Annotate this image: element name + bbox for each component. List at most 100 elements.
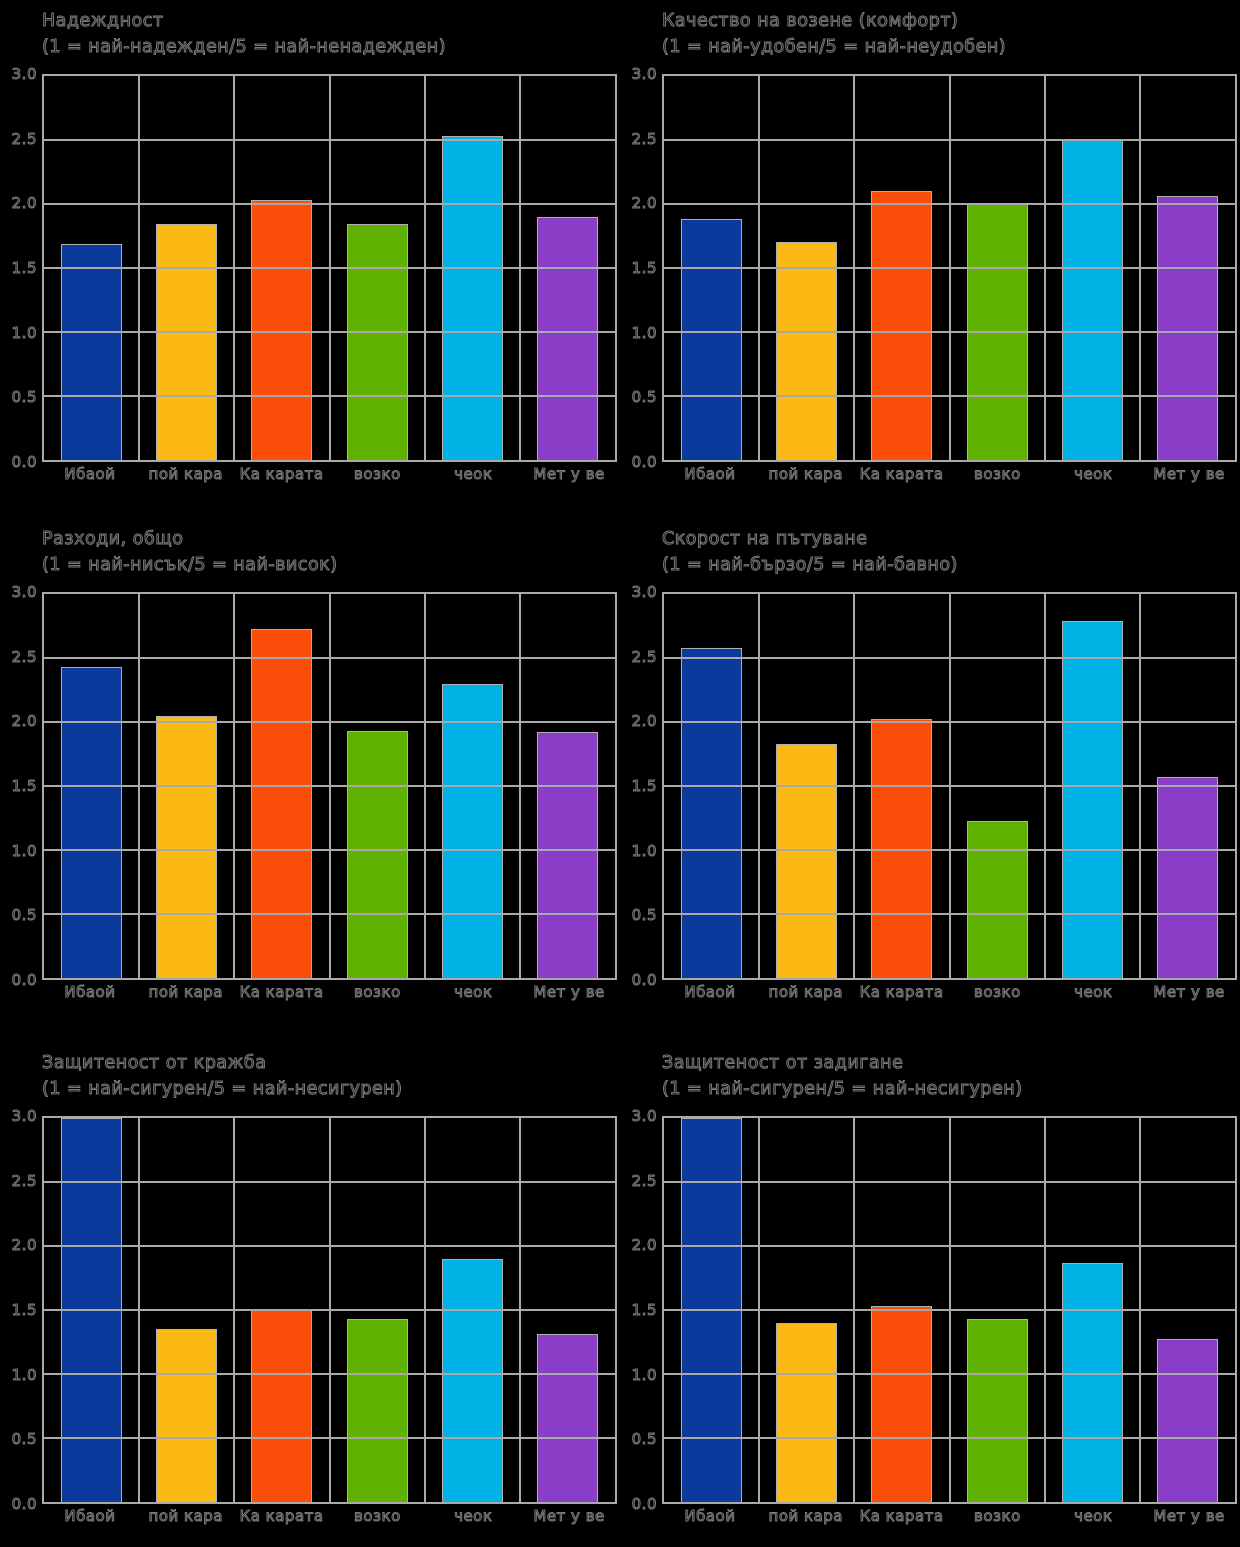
y-tick-label: 1.5 [631,777,657,796]
gridline-vertical [233,1118,236,1502]
x-tick-label: пой кара [768,1507,843,1526]
y-tick-label: 2.0 [11,194,37,213]
chart-title: Защитеност от кражба [42,1053,267,1074]
gridline-vertical [233,594,236,978]
bar-Ка карата [251,1310,313,1502]
x-tick-label: Ка карата [239,465,324,484]
y-tick-label: 0.5 [631,906,657,925]
bar-Мет у ве [536,216,598,460]
plot-row: 3.0 2.5 2.0 1.5 1.0 0.5 0.0 [620,65,1240,472]
x-axis-labels: Ибаой пой кара Ка карата возко чеок Мет у ве [42,980,617,1006]
plot-row: 3.0 2.5 2.0 1.5 1.0 0.5 0.0 [0,583,620,990]
gridline-vertical [853,594,856,978]
bar-пой кара [776,242,838,460]
x-tick-label: Ка карата [859,983,944,1002]
chart-header: Защитеност от задигане (1 = най-сигурен/… [662,1050,1240,1108]
x-tick-label: Ибаой [64,465,116,484]
y-tick-label: 1.0 [11,323,37,342]
y-tick-label: 0.0 [11,1495,37,1514]
x-axis-labels: Ибаой пой кара Ка карата возко чеок Мет у ве [662,1504,1237,1530]
x-tick-label: возко [974,465,1021,484]
x-tick-label: Мет у ве [533,465,605,484]
bar-чеок [441,136,503,460]
x-tick-label: Мет у ве [1153,1507,1225,1526]
y-tick-label: 1.0 [631,841,657,860]
x-tick-label: Мет у ве [1153,465,1225,484]
gridline-vertical [758,1118,761,1502]
plot-row: 3.0 2.5 2.0 1.5 1.0 0.5 0.0 [620,1107,1240,1514]
chart-title: Скорост на пътуване [662,529,868,550]
chart-subtitle: (1 = най-удобен/5 = най-неудобен) [662,37,1007,58]
y-tick-label: 2.0 [11,1236,37,1255]
chart-subtitle: (1 = най-нисък/5 = най-висок) [42,555,338,576]
chart-panel: Защитеност от задигане (1 = най-сигурен/… [620,1042,1240,1547]
gridline-vertical [1138,594,1141,978]
gridline-vertical [1043,76,1046,460]
x-tick-label: возко [974,983,1021,1002]
chart-title: Качество на возене (комфорт) [662,11,959,32]
gridline-vertical [758,594,761,978]
bar-возко [346,730,408,978]
x-tick-label: Ибаой [64,983,116,1002]
y-tick-label: 1.0 [631,323,657,342]
y-tick-label: 2.0 [11,712,37,731]
bar-возко [346,1318,408,1502]
x-tick-label: Ка карата [239,983,324,1002]
gridline-vertical [138,76,141,460]
y-tick-label: 1.0 [11,841,37,860]
x-tick-label: возко [354,465,401,484]
bar-Мет у ве [1156,777,1218,978]
gridline-vertical [423,1118,426,1502]
bar-возко [346,224,408,460]
x-axis-labels: Ибаой пой кара Ка карата возко чеок Мет у ве [662,462,1237,488]
bar-возко [966,1318,1028,1502]
gridline-vertical [1138,76,1141,460]
y-tick-label: 1.5 [11,1301,37,1320]
y-tick-label: 2.5 [11,647,37,666]
y-axis-ticks: 3.0 2.5 2.0 1.5 1.0 0.5 0.0 [620,583,662,990]
y-tick-label: 3.0 [631,1107,657,1126]
gridline-vertical [1138,1118,1141,1502]
x-axis-labels: Ибаой пой кара Ка карата возко чеок Мет у ве [42,462,617,488]
chart-subtitle: (1 = най-сигурен/5 = най-несигурен) [662,1079,1023,1100]
y-tick-label: 2.5 [631,129,657,148]
gridline-vertical [853,76,856,460]
x-tick-label: Мет у ве [533,983,605,1002]
y-tick-label: 2.5 [11,129,37,148]
plot-area [42,592,617,980]
x-tick-label: чеок [1074,1507,1113,1526]
bar-возко [966,820,1028,978]
gridline-vertical [518,76,521,460]
x-tick-label: пой кара [148,465,223,484]
x-tick-label: чеок [454,465,493,484]
plot-row: 3.0 2.5 2.0 1.5 1.0 0.5 0.0 [620,583,1240,990]
y-tick-label: 0.0 [11,971,37,990]
gridline-vertical [948,1118,951,1502]
y-tick-label: 2.0 [631,712,657,731]
x-axis-labels: Ибаой пой кара Ка карата возко чеок Мет у ве [42,1504,617,1530]
gridline-vertical [423,594,426,978]
bar-пой кара [776,1322,838,1502]
y-axis-ticks: 3.0 2.5 2.0 1.5 1.0 0.5 0.0 [0,583,42,990]
x-tick-label: пой кара [148,1507,223,1526]
chart-title: Разходи, общо [42,529,184,550]
gridline-vertical [518,594,521,978]
x-axis-labels: Ибаой пой кара Ка карата возко чеок Мет у ве [662,980,1237,1006]
x-tick-label: Ибаой [684,465,736,484]
y-tick-label: 0.0 [631,971,657,990]
bar-Ка карата [251,628,313,978]
chart-panel: Скорост на пътуване (1 = най-бързо/5 = н… [620,518,1240,1042]
y-tick-label: 1.0 [631,1365,657,1384]
bar-Ибаой [61,243,123,460]
y-axis-ticks: 3.0 2.5 2.0 1.5 1.0 0.5 0.0 [0,65,42,472]
chart-panel: Разходи, общо (1 = най-нисък/5 = най-вис… [0,518,620,1042]
bar-пой кара [156,715,218,978]
x-tick-label: пой кара [768,983,843,1002]
x-tick-label: Ка карата [239,1507,324,1526]
y-axis-ticks: 3.0 2.5 2.0 1.5 1.0 0.5 0.0 [620,1107,662,1514]
gridline-vertical [1043,1118,1046,1502]
y-tick-label: 2.5 [631,647,657,666]
plot-area [662,592,1237,980]
x-tick-label: чеок [454,983,493,1002]
x-tick-label: возко [354,1507,401,1526]
